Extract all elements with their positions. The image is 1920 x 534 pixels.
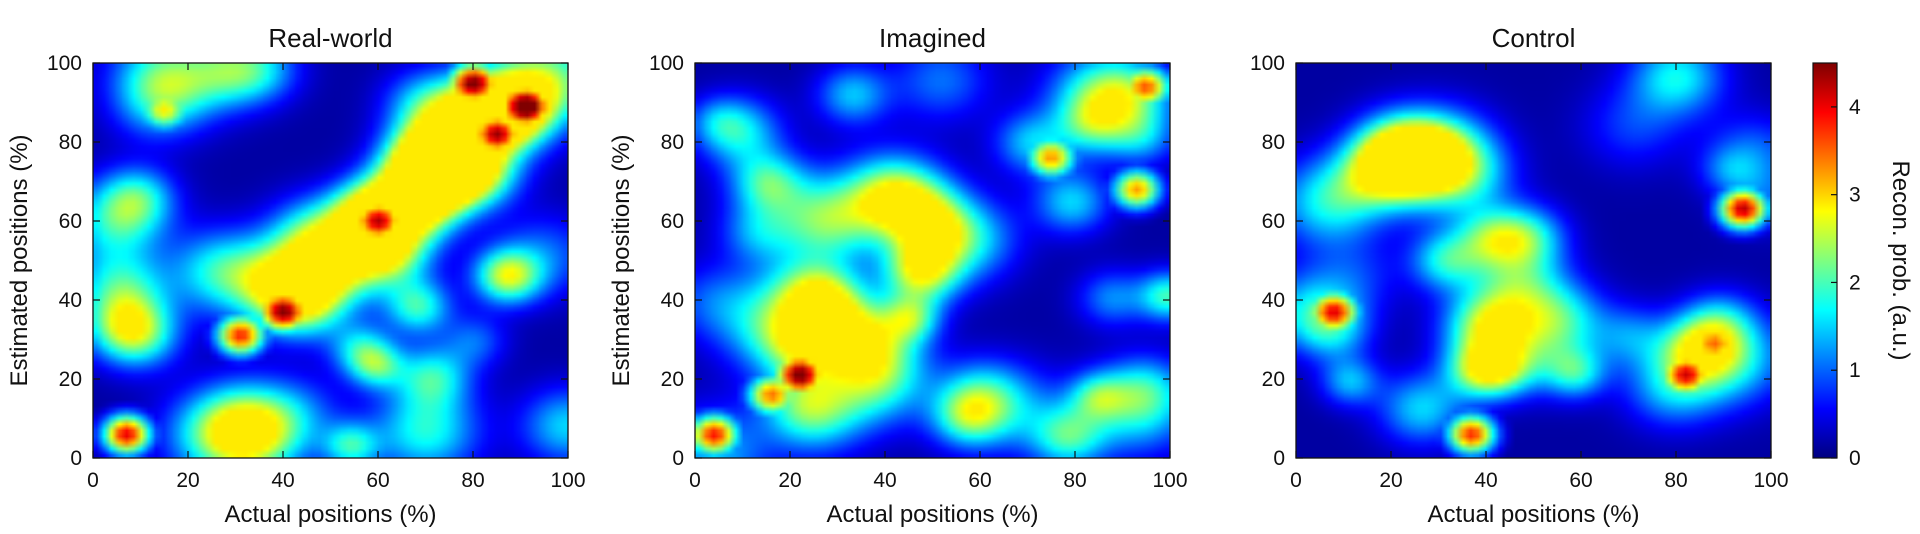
- colorbar-gradient: [1812, 62, 1838, 459]
- y-tick-label: 20: [59, 368, 82, 391]
- x-tick-label: 0: [1290, 469, 1302, 492]
- x-axis-label: Actual positions (%): [224, 501, 436, 528]
- y-tick-label: 60: [1262, 210, 1285, 233]
- y-tick-label: 0: [672, 447, 684, 470]
- y-tick-label: 20: [661, 368, 684, 391]
- x-tick-label: 40: [271, 469, 294, 492]
- heatmap-panel-2: [694, 62, 1171, 459]
- x-tick-label: 0: [87, 469, 99, 492]
- y-tick-label: 0: [1273, 447, 1285, 470]
- y-tick-label: 60: [59, 210, 82, 233]
- y-axis-label: Estimated positions (%): [6, 134, 33, 386]
- y-tick-label: 40: [59, 289, 82, 312]
- x-tick-label: 20: [176, 469, 199, 492]
- y-tick-label: 40: [661, 289, 684, 312]
- heatmap-image: [93, 63, 568, 458]
- y-tick-label: 80: [59, 131, 82, 154]
- y-tick-label: 80: [661, 131, 684, 154]
- x-tick-label: 20: [1379, 469, 1402, 492]
- y-tick-label: 100: [649, 52, 684, 75]
- x-tick-label: 100: [1753, 469, 1788, 492]
- x-tick-label: 80: [1664, 469, 1687, 492]
- plot-frame: [694, 62, 1171, 459]
- x-tick-label: 100: [1152, 469, 1187, 492]
- x-tick-label: 60: [366, 469, 389, 492]
- y-tick-label: 40: [1262, 289, 1285, 312]
- x-axis-label: Actual positions (%): [826, 501, 1038, 528]
- heatmap-image: [1296, 63, 1771, 458]
- colorbar-label: Recon. prob. (a.u.): [1887, 160, 1914, 360]
- colorbar-tick-label: 1: [1849, 359, 1861, 382]
- y-tick-label: 100: [1250, 52, 1285, 75]
- y-tick-label: 80: [1262, 131, 1285, 154]
- x-axis-label: Actual positions (%): [1427, 501, 1639, 528]
- y-tick-label: 0: [70, 447, 82, 470]
- y-tick-label: 60: [661, 210, 684, 233]
- x-tick-label: 80: [461, 469, 484, 492]
- chart-title: Real-world: [268, 23, 392, 53]
- colorbar: [1812, 62, 1838, 459]
- chart-title: Imagined: [879, 23, 986, 53]
- y-tick-label: 100: [47, 52, 82, 75]
- colorbar-tick-label: 3: [1849, 184, 1861, 207]
- x-tick-label: 40: [873, 469, 896, 492]
- colorbar-tick-label: 0: [1849, 447, 1861, 470]
- plot-frame: [92, 62, 569, 459]
- x-tick-label: 40: [1474, 469, 1497, 492]
- plot-frame: [1295, 62, 1772, 459]
- x-tick-label: 100: [550, 469, 585, 492]
- colorbar-tick-label: 4: [1849, 96, 1861, 119]
- y-tick-label: 20: [1262, 368, 1285, 391]
- x-tick-label: 20: [778, 469, 801, 492]
- x-tick-label: 80: [1063, 469, 1086, 492]
- x-tick-label: 60: [1569, 469, 1592, 492]
- heatmap-image: [695, 63, 1170, 458]
- colorbar-tick-label: 2: [1849, 271, 1861, 294]
- x-tick-label: 60: [968, 469, 991, 492]
- chart-title: Control: [1492, 23, 1576, 53]
- heatmap-panel-1: [92, 62, 569, 459]
- y-axis-label: Estimated positions (%): [608, 134, 635, 386]
- heatmap-panel-3: [1295, 62, 1772, 459]
- x-tick-label: 0: [689, 469, 701, 492]
